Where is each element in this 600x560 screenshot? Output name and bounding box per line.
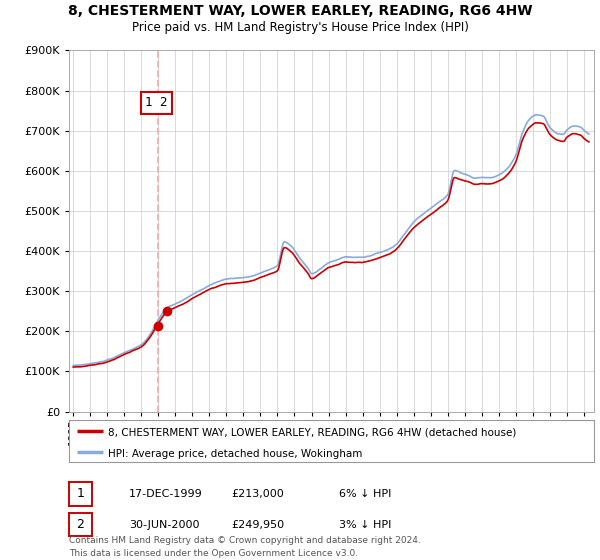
Text: 8, CHESTERMENT WAY, LOWER EARLEY, READING, RG6 4HW (detached house): 8, CHESTERMENT WAY, LOWER EARLEY, READIN…	[109, 428, 517, 437]
Text: 6% ↓ HPI: 6% ↓ HPI	[339, 489, 391, 499]
Text: 8, CHESTERMENT WAY, LOWER EARLEY, READING, RG6 4HW: 8, CHESTERMENT WAY, LOWER EARLEY, READIN…	[68, 4, 532, 18]
Text: 2: 2	[76, 518, 85, 531]
Text: Contains HM Land Registry data © Crown copyright and database right 2024.
This d: Contains HM Land Registry data © Crown c…	[69, 536, 421, 558]
Text: 1 2: 1 2	[145, 96, 168, 109]
Text: 1: 1	[76, 487, 85, 501]
Text: Price paid vs. HM Land Registry's House Price Index (HPI): Price paid vs. HM Land Registry's House …	[131, 21, 469, 34]
Text: 30-JUN-2000: 30-JUN-2000	[129, 520, 199, 530]
Text: HPI: Average price, detached house, Wokingham: HPI: Average price, detached house, Woki…	[109, 449, 363, 459]
Text: 3% ↓ HPI: 3% ↓ HPI	[339, 520, 391, 530]
Text: 17-DEC-1999: 17-DEC-1999	[129, 489, 203, 499]
Text: £213,000: £213,000	[231, 489, 284, 499]
Text: £249,950: £249,950	[231, 520, 284, 530]
